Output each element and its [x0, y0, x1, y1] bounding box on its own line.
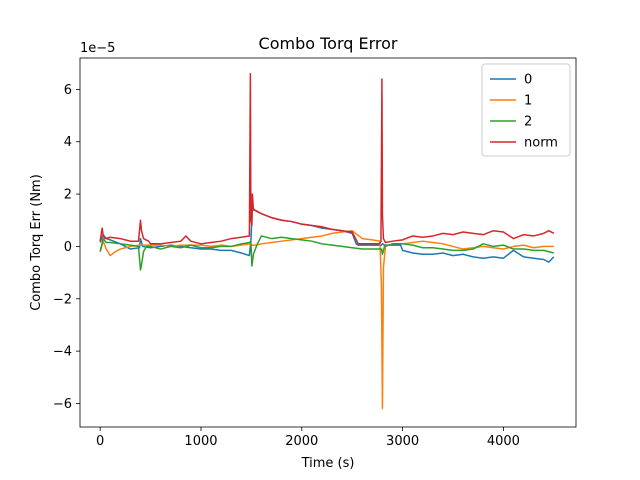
y-tick-label: −6 — [53, 397, 72, 412]
y-tick-label: 2 — [64, 188, 72, 203]
legend-label-2: 2 — [524, 115, 532, 130]
y-axis-label: Combo Torq Err (Nm) — [29, 174, 44, 311]
series-layer — [99, 72, 555, 410]
x-ticks: 0 1000 2000 3000 4000 — [96, 427, 520, 449]
y-tick-label: 6 — [64, 83, 72, 98]
x-tick-label: 4000 — [487, 434, 520, 449]
y-tick-label: −2 — [53, 292, 72, 307]
x-tick-label: 0 — [96, 434, 104, 449]
x-axis-label: Time (s) — [301, 456, 355, 471]
axes-frame — [79, 57, 577, 428]
legend-label-1: 1 — [524, 94, 532, 109]
x-tick-label: 3000 — [386, 434, 419, 449]
legend-box — [481, 63, 571, 157]
chart-title: Combo Torq Error — [259, 34, 398, 53]
y-tick-label: −4 — [53, 345, 72, 360]
series-line-norm — [99, 72, 555, 245]
series-line-2 — [99, 235, 555, 271]
plot-area: 0 1000 2000 3000 4000 −6 −4 −2 0 2 4 6 — [53, 57, 577, 449]
y-axis-offset-label: 1e−5 — [80, 41, 115, 56]
x-tick-label: 2000 — [285, 434, 318, 449]
legend-label-0: 0 — [524, 73, 532, 88]
y-tick-label: 0 — [64, 240, 72, 255]
series-line-1 — [99, 229, 554, 410]
legend: 0 1 2 norm — [481, 63, 571, 157]
x-tick-label: 1000 — [184, 434, 217, 449]
legend-label-norm: norm — [524, 136, 558, 151]
y-ticks: −6 −4 −2 0 2 4 6 — [53, 83, 80, 412]
series-line-0 — [99, 206, 555, 263]
y-tick-label: 4 — [64, 135, 72, 150]
